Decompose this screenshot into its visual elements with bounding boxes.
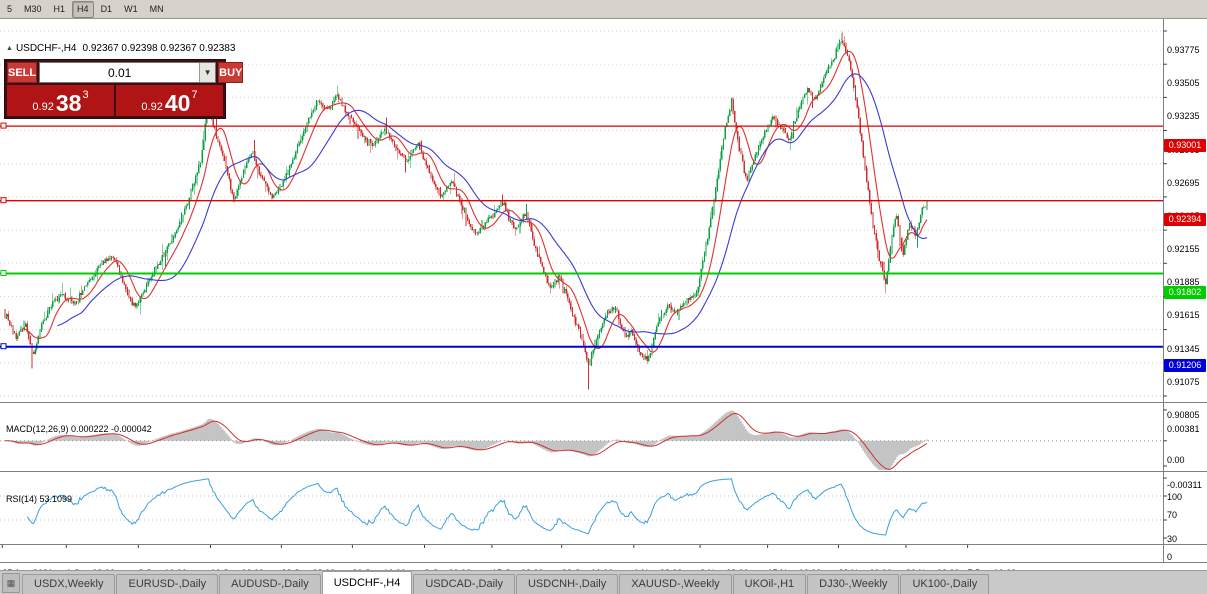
sell-price-sup: 3 [82,89,89,101]
buy-price-main: 0.92 [141,100,163,113]
rsi-axis-label: 70 [1167,510,1178,520]
rsi-axis-label: 100 [1167,492,1183,502]
chart-tab[interactable]: EURUSD-,Daily [116,574,219,594]
rsi-indicator-label: RSI(14) 53.1099 [6,494,73,504]
sell-button[interactable]: SELL [7,62,38,83]
price-line-tag[interactable]: 0.93001 [1164,138,1206,152]
price-axis-label: 0.92155 [1167,244,1200,255]
price-line-tag[interactable]: 0.92394 [1164,213,1206,227]
symbol-title: USDCHF-,H4 [15,43,77,54]
buy-button[interactable]: BUY [218,62,244,83]
timeframe-button-w1[interactable]: W1 [124,3,138,14]
macd-axis-label: -0.00311 [1167,479,1202,490]
price-axis-label: 0.91885 [1167,277,1200,288]
price-axis-label: 0.91345 [1167,343,1200,354]
sell-price-display[interactable]: 0.92 38 3 [7,85,114,116]
chart-tab[interactable]: USDCHF-,H4 [321,571,413,594]
chart-symbol-label: ▲ USDCHF-,H4 0.92367 0.92398 0.92367 0.923… [6,43,235,54]
volume-field: ▼ [39,62,217,83]
timeframe-button-mn[interactable]: MN [149,3,164,14]
buy-price-sup: 7 [191,89,198,101]
buy-price-big: 40 [164,90,191,117]
timeframe-button-5[interactable]: 5 [7,3,13,14]
volume-input[interactable] [40,63,200,82]
price-axis-label: 0.93775 [1167,45,1200,55]
rsi-axis-label: 30 [1167,534,1178,544]
chart-tab[interactable]: UKOil-,H1 [732,574,807,594]
timeframe-toolbar: 5 M30 H1 H4 D1 W1 MN [0,0,1207,19]
chart-tab-bar: ▦ USDX,Weekly EURUSD-,Daily AUDUSD-,Daily U… [0,570,1207,594]
chart-tab[interactable]: USDX,Weekly [22,574,116,594]
timeframe-button-h1[interactable]: H1 [53,3,66,14]
macd-indicator-label: MACD(12,26,9) 0.000222 -0.000042 [6,424,152,434]
timeframe-button-d1[interactable]: D1 [100,3,113,14]
one-click-collapse-icon[interactable]: ▲ [6,45,13,52]
tab-list-icon[interactable]: ▦ [2,573,20,593]
chart-tab[interactable]: USDCAD-,Daily [413,574,515,594]
rsi-axis-label: 0 [1167,552,1173,562]
buy-price-display[interactable]: 0.92 40 7 [116,85,223,116]
chart-canvas[interactable] [0,19,1207,570]
timeframe-button-h4[interactable]: H4 [72,0,94,18]
price-axis-label: 0.90805 [1167,410,1200,420]
volume-dropdown-icon[interactable]: ▼ [199,63,216,82]
chart-tab[interactable]: UK100-,Daily [900,574,990,594]
chart-tab[interactable]: XAUUSD-,Weekly [619,574,732,594]
price-line-tag[interactable]: 0.91206 [1164,359,1206,373]
price-axis-label: 0.92695 [1167,177,1200,188]
price-axis-label: 0.93235 [1167,111,1200,122]
price-axis-label: 0.91615 [1167,310,1200,321]
sell-price-main: 0.92 [32,100,54,113]
chart-tab[interactable]: AUDUSD-,Daily [219,574,321,594]
symbol-ohlc-values: 0.92367 0.92398 0.92367 0.92383 [82,43,236,54]
chart-window: 0.937750.935050.932350.929650.926950.924… [0,19,1207,578]
price-line-tag[interactable]: 0.91802 [1164,285,1206,299]
timeframe-button-m30[interactable]: M30 [24,3,42,14]
sell-price-big: 38 [55,90,82,117]
macd-axis-label: 0.00 [1167,454,1185,465]
price-axis-label: 0.91075 [1167,376,1200,387]
price-axis-label: 0.93505 [1167,78,1200,89]
macd-axis-label: 0.00381 [1167,423,1200,434]
chart-tab[interactable]: USDCNH-,Daily [515,574,619,594]
chart-tab[interactable]: DJ30-,Weekly [807,574,900,594]
